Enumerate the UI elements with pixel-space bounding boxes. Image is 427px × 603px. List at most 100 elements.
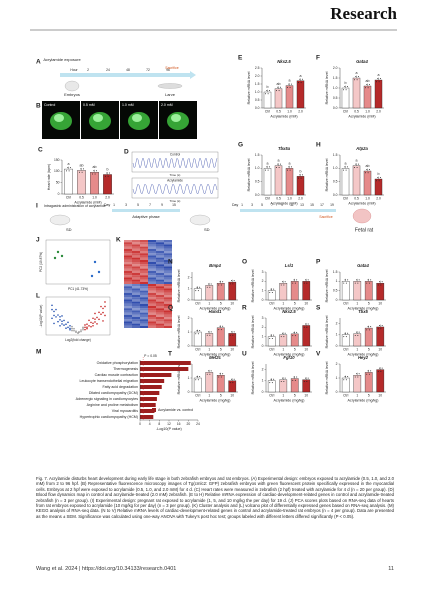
kegg-term: Adrenergic signaling in cardiomyocytes: [76, 397, 139, 401]
volcano-point: [98, 311, 100, 314]
bar: [263, 91, 272, 109]
kegg-bar: [140, 403, 156, 407]
bar: [279, 379, 288, 393]
heatmap-cell: [156, 308, 164, 311]
heatmap-cell: [132, 303, 140, 306]
dot: [265, 169, 266, 171]
dot: [266, 166, 268, 168]
volcano-point: [100, 305, 102, 308]
bar: [341, 377, 350, 393]
heatmap-cell: [148, 312, 156, 315]
dot: [365, 172, 366, 174]
heatmap-cell: [156, 259, 164, 262]
x-axis-label: Acrylamide (mM): [348, 201, 375, 205]
dot: [307, 377, 309, 379]
panel-letter: L: [36, 293, 40, 300]
heatmap-cell: [164, 292, 172, 295]
bar: [302, 281, 311, 301]
panel-title: Hand1: [209, 309, 222, 314]
dot: [377, 284, 379, 286]
dot: [267, 169, 269, 171]
dot: [283, 380, 285, 382]
dot: [303, 326, 305, 328]
y-tick-label: 150: [54, 158, 60, 162]
heatmap-cell: [124, 257, 132, 260]
heatmap-cell: [140, 286, 148, 289]
dot: [222, 325, 224, 327]
schematic-text: Acrylamide exposure: [43, 57, 81, 62]
panel-letter: B: [36, 103, 41, 110]
x-tick-label: 2.0: [298, 196, 303, 200]
dot: [300, 177, 302, 179]
schematic-text: Intragastric administration of acrylamid…: [44, 204, 106, 208]
x-tick-label: Ctrl: [66, 195, 71, 199]
x-tick-label: 1: [282, 393, 284, 397]
heatmap-cell: [164, 242, 172, 245]
heatmap-cell: [156, 275, 164, 278]
heatmap-cell: [148, 275, 156, 278]
trace-box: [131, 151, 219, 173]
dot: [345, 282, 347, 284]
x-tick-label: 10: [230, 393, 234, 397]
x-tick-label: 1: [356, 301, 358, 305]
dot: [271, 382, 273, 384]
dot: [307, 323, 309, 325]
dot: [278, 166, 280, 168]
dot: [196, 376, 198, 377]
heatmap-cell: [140, 275, 148, 278]
arrow-head: [190, 71, 196, 79]
dot: [280, 380, 282, 382]
y-tick-label: 0.0: [333, 193, 338, 197]
x-tick-label: 10: [378, 301, 382, 305]
y-tick-label: 1: [188, 330, 190, 334]
heatmap-cell: [124, 242, 132, 245]
heatmap-cell: [140, 301, 148, 304]
dot: [378, 81, 380, 83]
significance-letter: a: [356, 71, 358, 75]
x-tick-label: 10: [230, 301, 234, 305]
bar: [205, 285, 214, 301]
dot: [197, 379, 199, 381]
heatmap-cell: [156, 288, 164, 291]
x-tick-label: 2.0: [376, 196, 381, 200]
kegg-bar: [140, 367, 189, 371]
heatmap-cell: [148, 244, 156, 247]
dot: [218, 329, 220, 331]
x-tick-label: 10: [230, 347, 234, 351]
x-tick-label: 10: [378, 393, 382, 397]
y-tick-label: 0.5: [333, 289, 338, 293]
volcano-point: [77, 332, 79, 334]
figure-caption: Fig. 7. Acrylamide disturbs heart develo…: [36, 476, 394, 519]
heatmap-cell: [132, 321, 140, 324]
heatmap-cell: [140, 262, 148, 265]
heatmap-cell: [156, 312, 164, 315]
x-tick-label: 24: [196, 422, 200, 426]
dot: [270, 378, 272, 380]
significance-letter: a: [289, 79, 291, 83]
dot: [273, 378, 275, 380]
y-tick-label: 0.5: [255, 98, 260, 102]
dot: [79, 171, 80, 173]
dot: [199, 376, 201, 377]
heatmap-cell: [124, 246, 132, 249]
dot: [301, 174, 303, 176]
volcano-point: [69, 329, 71, 331]
heatmap-cell: [156, 299, 164, 302]
panel-title: Nkx2.5: [277, 59, 291, 64]
heatmap-cell: [164, 310, 172, 313]
x-axis-label: Acrylamide (mg/kg): [274, 306, 305, 310]
x-tick-label: Ctrl: [269, 347, 274, 351]
x-axis-label: Acrylamide (mg/kg): [200, 398, 231, 402]
schematic-text: Day: [104, 203, 110, 207]
dot: [370, 279, 372, 281]
dot: [197, 333, 199, 335]
volcano-point: [90, 325, 92, 328]
heatmap-cell: [124, 325, 132, 328]
kegg-bar: [140, 409, 155, 413]
dot: [279, 86, 281, 88]
volcano-point: [55, 316, 57, 318]
day-label: 1: [113, 203, 115, 207]
heatmap-cell: [148, 295, 156, 298]
dot: [68, 170, 70, 172]
significance-letter: ab: [277, 82, 281, 86]
